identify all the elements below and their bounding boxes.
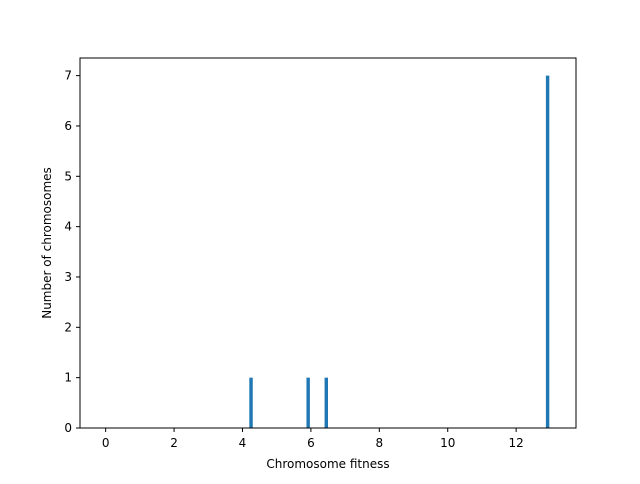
y-tick-label: 0 — [64, 421, 72, 435]
y-axis-ticks: 0 1 2 3 4 5 6 7 — [64, 69, 80, 435]
x-tick-label: 2 — [170, 436, 178, 450]
histogram-bar-0 — [249, 377, 253, 428]
y-tick-label: 2 — [64, 320, 72, 334]
histogram-bar-3 — [545, 75, 550, 428]
x-tick-label: 12 — [508, 436, 523, 450]
y-tick-label: 3 — [64, 270, 72, 284]
x-axis-label: Chromosome fitness — [266, 457, 389, 471]
y-tick-label: 6 — [64, 119, 72, 133]
x-tick-label: 4 — [239, 436, 247, 450]
bars-layer — [249, 75, 550, 428]
y-tick-label: 7 — [64, 69, 72, 83]
y-tick-label: 1 — [64, 371, 72, 385]
plot-frame — [79, 57, 577, 429]
histogram-bar-2 — [324, 377, 328, 428]
x-tick-label: 0 — [102, 436, 110, 450]
histogram-bar-1 — [306, 377, 310, 428]
x-tick-label: 6 — [307, 436, 315, 450]
y-tick-label: 5 — [64, 169, 72, 183]
y-tick-label: 4 — [64, 220, 72, 234]
x-tick-label: 10 — [440, 436, 455, 450]
y-axis-label: Number of chromosomes — [40, 167, 54, 319]
x-tick-label: 8 — [375, 436, 383, 450]
x-axis-ticks: 0 2 4 6 8 10 12 — [102, 428, 524, 450]
